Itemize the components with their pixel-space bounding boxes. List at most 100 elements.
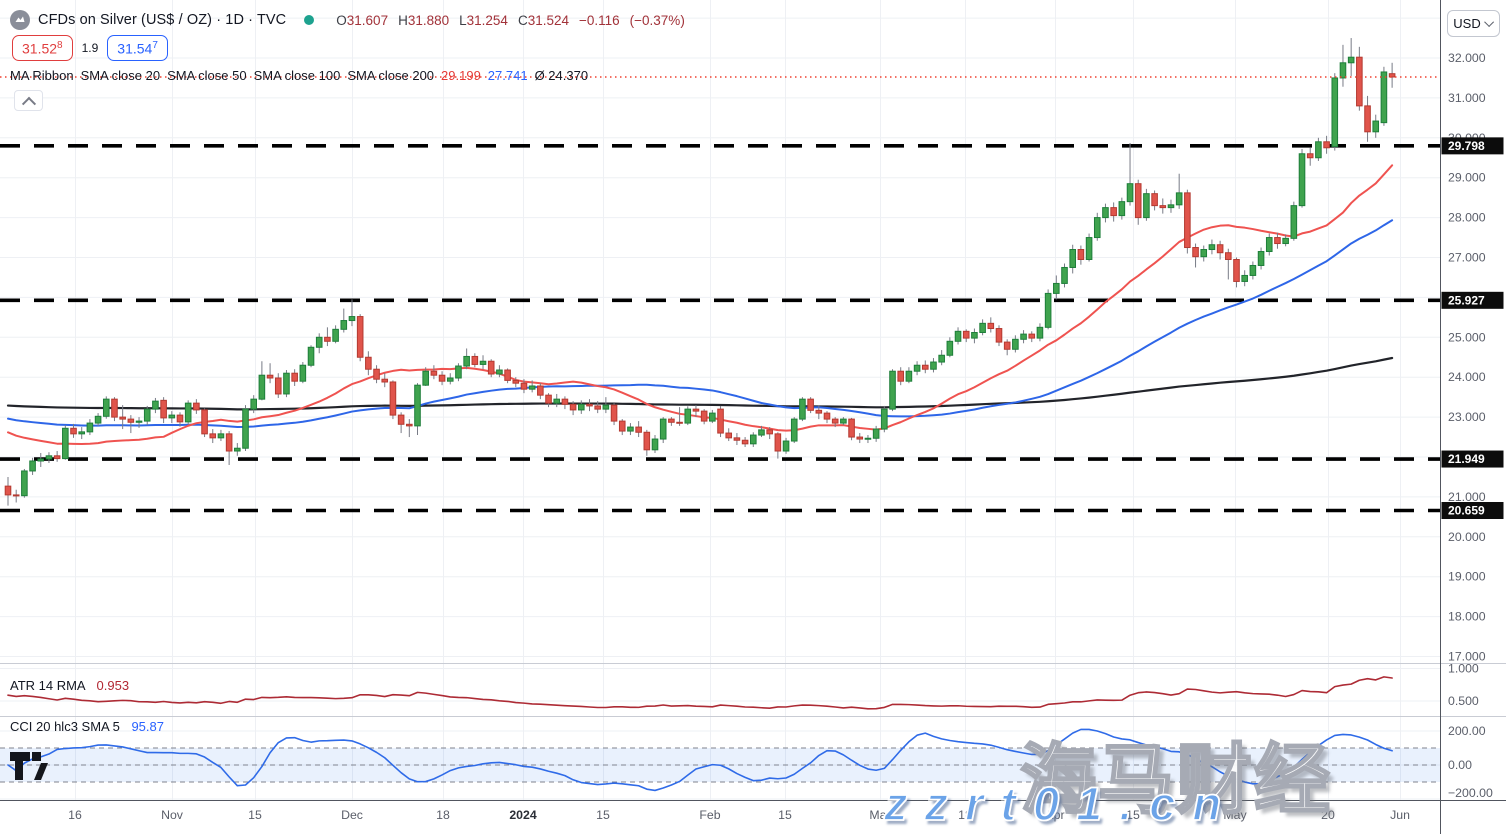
candle-body [4,485,12,496]
candle-body [463,355,470,367]
candle-body [602,404,610,410]
time-tick-label: 2024 [509,808,537,822]
axis-tick-label: 24.000 [1448,370,1486,384]
candle-body [1241,274,1248,282]
time-tick-label: Nov [161,808,184,822]
atr-legend[interactable]: ATR 14 RMA 0.953 [10,678,129,693]
candle-body [749,434,757,445]
axis-tick-label: 19.000 [1448,570,1486,584]
candle-body [242,408,249,449]
candle-body [971,332,978,339]
symbol-logo-icon [10,10,30,30]
collapse-legend-button[interactable] [14,90,43,111]
candle-body [446,377,454,382]
candle-body [659,418,667,440]
candle-body [1044,292,1052,328]
candle-body [1364,105,1371,133]
candle-body [127,418,135,423]
candle-body [348,316,356,322]
candle-body [12,494,20,497]
candle-body [356,316,364,358]
candle-body [119,416,126,420]
candle-body [152,400,159,410]
price-level-lines[interactable] [0,144,1440,513]
candle-body [111,398,118,418]
ohlc-values: O31.607 H31.880 L31.254 C31.524 −0.116 (… [336,12,685,28]
axis-tick-label: 27.000 [1448,251,1486,265]
axis-tick-label: 21.000 [1448,490,1486,504]
buy-button[interactable]: 31.547 [107,35,168,61]
candle-body [504,369,511,381]
time-tick-label: Apr [1045,808,1064,822]
candle-body [1102,207,1109,219]
ma-ribbon-legend[interactable]: MA Ribbon SMA close 20 SMA close 50 SMA … [10,68,588,83]
candle-body [684,408,692,424]
candle-body [1306,153,1314,159]
candle-body [422,370,429,386]
candle-body [389,381,397,416]
candle-body [455,365,462,379]
sma-200-line[interactable] [6,356,1394,411]
candlestick-series[interactable] [4,38,1396,506]
time-tick-label: 18 [958,808,972,822]
indicator-param: SMA close 100 [253,68,341,83]
sell-button[interactable]: 31.528 [12,35,73,61]
spread-value: 1.9 [81,40,99,55]
sma-20-line[interactable] [7,164,1394,446]
candle-body [758,429,765,436]
candle-body [496,369,503,375]
candle-body [790,418,798,442]
symbol-legend-row[interactable]: CFDs on Silver (US$ / OZ) · 1D · TVC O31… [10,10,685,30]
candle-body [62,427,69,460]
candle-body [741,439,749,445]
atr-line[interactable] [7,676,1393,710]
candle-body [176,414,184,423]
candle-body [1372,120,1380,133]
price-level-badge [1441,502,1504,520]
candle-body [168,414,176,419]
candle-body [1208,244,1216,251]
candle-body [528,385,536,390]
change-value: −0.116 [578,12,620,28]
candle-body [487,360,495,375]
tradingview-logo-icon[interactable] [10,752,48,785]
candle-body [373,368,380,380]
time-axis[interactable]: 16 Nov 15 Dec 18 2024 15 Feb 15 Mar 18 Apr 15 May 20 Ju… [68,808,1410,822]
candle-body [881,408,888,430]
candle-body [266,374,274,379]
candle-body [954,330,962,342]
candle-body [856,436,864,440]
candle-body [700,410,708,422]
candle-body [594,405,601,410]
candle-body [668,418,675,423]
sma200-value: Ø 24.370 [534,68,589,83]
candle-body [987,322,995,330]
candle-body [578,403,585,411]
sma-50-line[interactable] [7,219,1394,429]
candle-body [1200,249,1208,258]
cci-line[interactable] [7,728,1393,792]
candle-body [78,431,86,435]
cci-legend[interactable]: CCI 20 hlc3 SMA 5 95.87 [10,719,164,734]
candle-body [512,379,520,384]
change-percent: (−0.37%) [629,12,685,28]
candle-body [315,336,323,348]
currency-label: USD [1453,16,1481,31]
candle-body [618,420,626,432]
market-status-icon[interactable] [304,15,315,25]
candle-body [471,355,479,365]
currency-selector[interactable]: USD [1447,10,1500,37]
time-tick-label: 15 [596,808,610,822]
time-tick-label: 16 [68,808,82,822]
candle-body [430,370,438,376]
candle-body [234,447,241,452]
candle-body [209,433,217,439]
candle-body [193,402,200,411]
candle-body [1347,56,1355,64]
candle-body [332,328,339,342]
candle-body [717,408,724,434]
axis-tick-label: 28.000 [1448,211,1486,225]
candle-body [291,372,298,382]
